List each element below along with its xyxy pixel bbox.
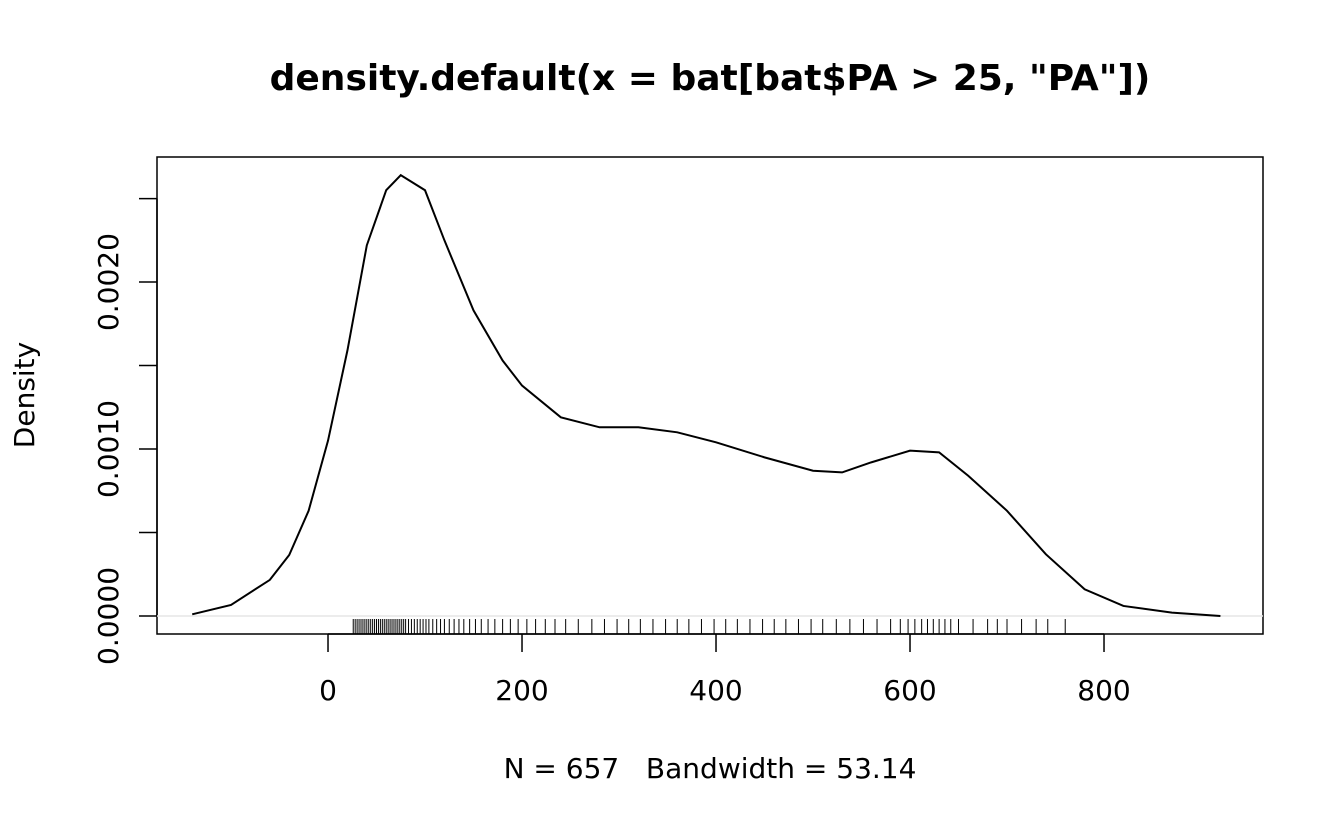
y-tick-label: 0.0020 (92, 233, 125, 331)
x-tick-label: 200 (495, 674, 548, 707)
chart-title: density.default(x = bat[bat$PA > 25, "PA… (270, 58, 1151, 99)
x-tick-label: 400 (689, 674, 742, 707)
x-tick-label: 800 (1077, 674, 1130, 707)
y-tick-label: 0.0000 (92, 567, 125, 665)
plot-frame (156, 156, 1264, 635)
density-curve (191, 173, 1221, 617)
x-axis-label: N = 657 Bandwidth = 53.14 (504, 752, 917, 785)
x-tick-label: 0 (319, 674, 337, 707)
x-tick-label: 600 (883, 674, 936, 707)
y-tick-label: 0.0010 (92, 400, 125, 498)
y-axis-label: Density (8, 342, 41, 448)
